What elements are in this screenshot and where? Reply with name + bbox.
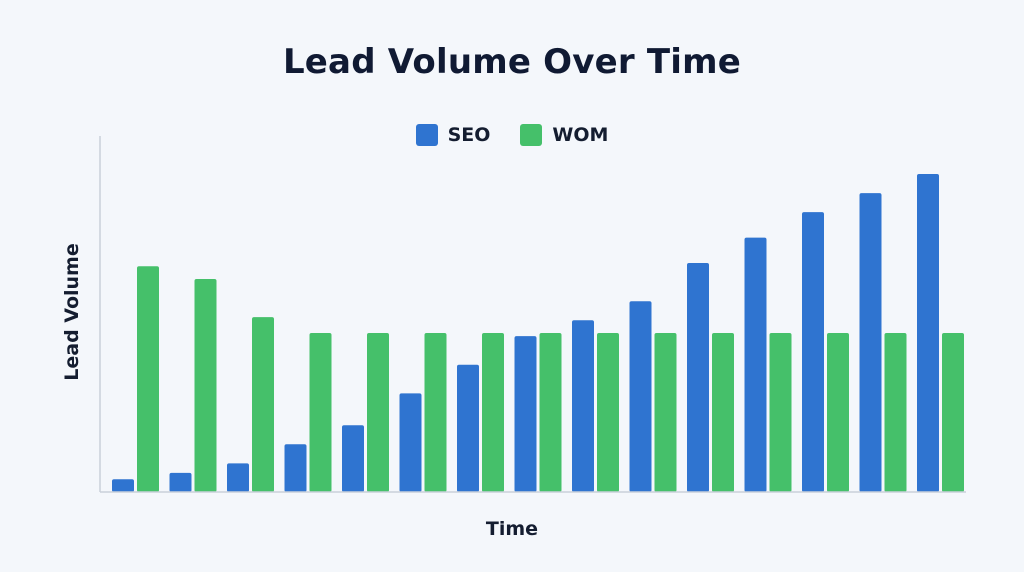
bar-seo-3: [227, 463, 249, 492]
bar-wom-12: [769, 333, 792, 492]
bar-seo-12: [744, 237, 767, 492]
bar-seo-5: [342, 425, 364, 492]
bar-seo-6: [399, 393, 422, 492]
bar-wom-7: [482, 333, 504, 492]
legend-item-wom: WOM: [520, 124, 608, 146]
bar-wom-5: [367, 333, 389, 492]
bar-wom-3: [252, 317, 274, 492]
chart-title: Lead Volume Over Time: [282, 42, 742, 82]
legend: SEO WOM: [0, 124, 1024, 146]
bar-seo-2: [169, 472, 192, 492]
bar-wom-9: [597, 333, 619, 492]
legend-swatch-wom: [520, 124, 543, 146]
bar-wom-11: [712, 333, 734, 492]
x-axis-label: Time: [485, 518, 539, 540]
bar-wom-6: [424, 333, 447, 492]
bar-seo-10: [629, 301, 652, 492]
bar-seo-14: [859, 193, 882, 492]
bar-seo-8: [514, 336, 537, 492]
bar-wom-8: [539, 333, 562, 492]
bar-seo-11: [687, 263, 709, 492]
bar-wom-1: [137, 266, 159, 492]
bar-seo-9: [572, 320, 594, 492]
bar-seo-4: [284, 444, 307, 492]
bar-wom-4: [309, 333, 332, 492]
bar-seo-15: [917, 174, 939, 492]
bar-wom-13: [827, 333, 849, 492]
legend-label-seo: SEO: [447, 124, 491, 146]
bar-seo-1: [112, 479, 134, 492]
legend-label-wom: WOM: [552, 124, 609, 146]
legend-item-seo: SEO: [415, 124, 491, 146]
legend-swatch-seo: [415, 124, 438, 146]
bar-seo-13: [802, 212, 824, 492]
bar-wom-14: [884, 333, 907, 492]
bar-wom-10: [654, 333, 677, 492]
bar-wom-15: [942, 333, 964, 492]
bar-seo-7: [457, 364, 479, 492]
bar-wom-2: [194, 278, 217, 492]
